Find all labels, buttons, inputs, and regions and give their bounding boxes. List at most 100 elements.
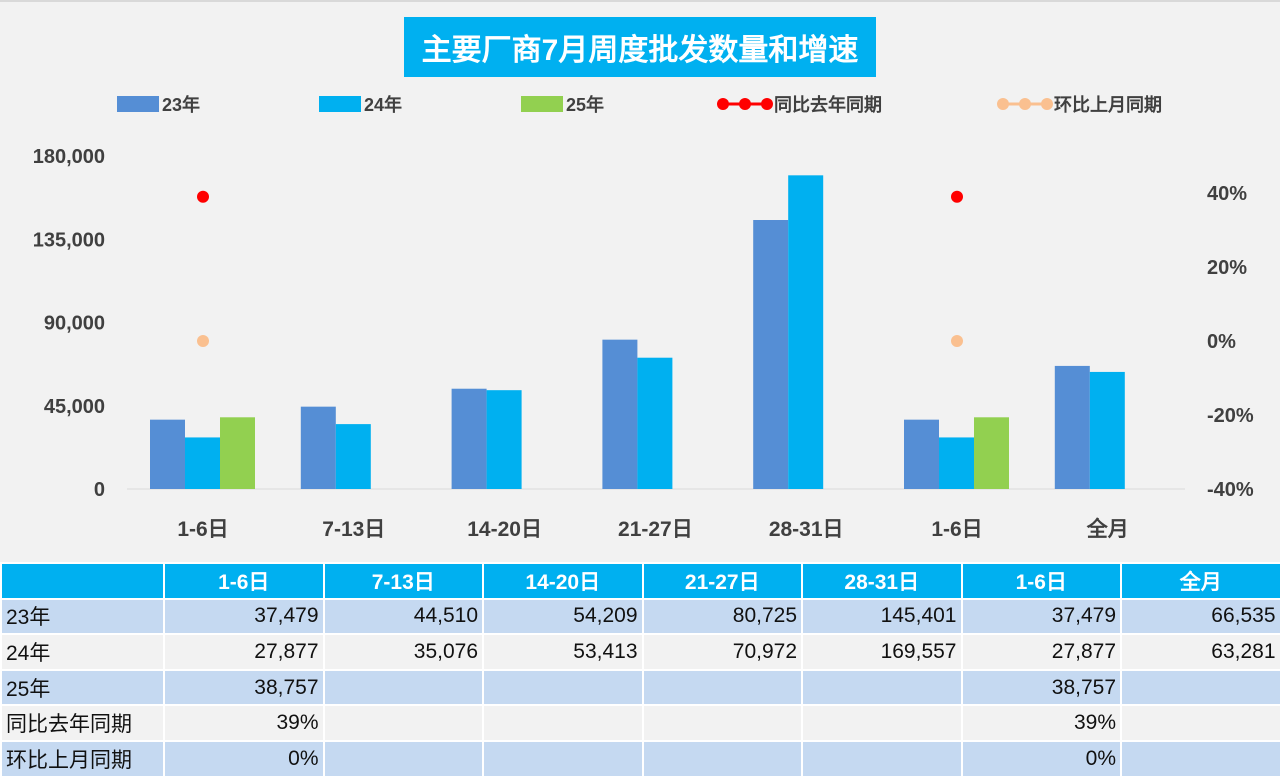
column-header: 14-20日 <box>482 562 644 600</box>
legend-item: 23年 <box>117 91 200 117</box>
table-cell <box>482 739 644 778</box>
table-cell: 37,479 <box>960 597 1122 636</box>
legend-item: 25年 <box>521 91 604 117</box>
row-label: 同比去年同期 <box>0 704 165 742</box>
legend-label: 25年 <box>566 95 605 115</box>
bar-23年 <box>300 406 336 489</box>
table-cell <box>1120 704 1280 742</box>
table-cell: 38,757 <box>163 668 325 707</box>
column-header: 21-27日 <box>641 562 803 600</box>
table-row: 25年 38,757 38,757 <box>0 668 1280 707</box>
row-label: 环比上月同期 <box>0 739 165 778</box>
x-tick-label: 7-13日 <box>322 518 385 541</box>
table-cell: 38,757 <box>960 668 1122 707</box>
x-tick-label: 1-6日 <box>931 518 982 541</box>
table-cell: 39% <box>163 704 325 742</box>
table-cell: 169,557 <box>801 633 963 671</box>
table-cell: 145,401 <box>801 597 963 636</box>
bar-25年 <box>974 417 1009 489</box>
table-cell: 54,209 <box>482 597 644 636</box>
bar-24年 <box>486 390 522 489</box>
bar-24年 <box>185 437 220 489</box>
table-row: 23年 37,479 44,510 54,209 80,725 145,401 37,479… <box>0 597 1280 636</box>
bar-23年 <box>150 419 185 489</box>
bar-23年 <box>753 220 789 489</box>
table-cell <box>1120 668 1280 707</box>
x-tick-label: 21-27日 <box>618 518 693 541</box>
column-header: 1-6日 <box>960 562 1122 600</box>
y-tick-label: 90,000 <box>44 313 105 335</box>
x-tick-label: 28-31日 <box>769 518 844 541</box>
table-cell <box>322 739 484 778</box>
y-tick-label: 135,000 <box>33 229 105 251</box>
table-cell: 80,725 <box>641 597 803 636</box>
y-tick-label: 180,000 <box>33 146 105 168</box>
chart-title: 主要厂商7月周度批发数量和增速 <box>404 17 876 77</box>
table-header-row: 1-6日 7-13日 14-20日 21-27日 28-31日 1-6日 全月 <box>0 562 1280 600</box>
column-header: 7-13日 <box>322 562 484 600</box>
column-header: 28-31日 <box>801 562 963 600</box>
row-label: 23年 <box>0 597 165 636</box>
bar-25年 <box>220 417 255 489</box>
bar-24年 <box>335 424 371 489</box>
row-label: 25年 <box>0 668 165 707</box>
x-tick-label: 全月 <box>1086 517 1129 541</box>
legend-label: 环比上月同期 <box>1054 95 1162 115</box>
bar-23年 <box>602 339 638 489</box>
bar-23年 <box>904 419 939 489</box>
bar-24年 <box>788 175 824 489</box>
table-cell: 27,877 <box>163 633 325 671</box>
table-cell <box>322 668 484 707</box>
bar-24年 <box>1089 371 1125 489</box>
x-tick-label: 14-20日 <box>467 518 542 541</box>
legend-swatch <box>117 96 159 112</box>
point-环比上月同期 <box>951 335 963 347</box>
legend-marker-icon <box>997 98 1053 110</box>
table-cell: 53,413 <box>482 633 644 671</box>
legend-swatch <box>319 96 361 112</box>
data-table: 1-6日 7-13日 14-20日 21-27日 28-31日 1-6日 全月 23年 37,4… <box>0 562 1280 778</box>
point-同比去年同期 <box>951 190 963 203</box>
table-cell: 39% <box>960 704 1122 742</box>
legend-marker-icon <box>717 98 773 110</box>
row-label: 24年 <box>0 633 165 671</box>
y2-tick-label: 40% <box>1207 183 1247 205</box>
table-cell <box>641 739 803 778</box>
table-row: 24年 27,877 35,076 53,413 70,972 169,557 27,877… <box>0 633 1280 671</box>
legend-item: 同比去年同期 <box>716 91 882 117</box>
legend-label: 23年 <box>162 95 201 115</box>
legend-label: 同比去年同期 <box>774 95 882 115</box>
y-tick-label: 45,000 <box>44 396 105 418</box>
legend-item: 24年 <box>319 91 402 117</box>
table-cell <box>482 668 644 707</box>
table-cell: 0% <box>960 739 1122 778</box>
table-cell: 70,972 <box>641 633 803 671</box>
table-cell: 37,479 <box>163 597 325 636</box>
legend-label: 24年 <box>364 95 403 115</box>
y2-tick-label: 0% <box>1207 331 1236 353</box>
chart-area: 主要厂商7月周度批发数量和增速 23年 24年 25年 同比去年同期 环比上月同期 0 4… <box>0 0 1280 541</box>
x-tick-label: 1-6日 <box>177 518 228 541</box>
column-header <box>0 562 165 600</box>
table-cell: 44,510 <box>322 597 484 636</box>
table-cell <box>801 704 963 742</box>
table-row: 环比上月同期 0% 0% <box>0 739 1280 778</box>
legend-swatch <box>521 96 563 112</box>
legend-item: 环比上月同期 <box>996 91 1162 117</box>
table-cell: 27,877 <box>960 633 1122 671</box>
y2-tick-label: 20% <box>1207 257 1247 279</box>
y2-tick-label: -40% <box>1207 479 1254 501</box>
point-同比去年同期 <box>197 190 209 203</box>
table-cell <box>641 668 803 707</box>
table-row: 同比去年同期 39% 39% <box>0 704 1280 742</box>
bar-24年 <box>637 357 673 489</box>
table-cell: 0% <box>163 739 325 778</box>
column-header: 1-6日 <box>163 562 325 600</box>
table-cell <box>482 704 644 742</box>
y2-tick-label: -20% <box>1207 405 1254 427</box>
column-header: 全月 <box>1120 562 1280 600</box>
table-cell: 35,076 <box>322 633 484 671</box>
bar-24年 <box>939 437 974 489</box>
table-cell <box>641 704 803 742</box>
chart-svg: 0 45,000 90,000 135,000 180,000 -40% -20% 0% 20%… <box>33 146 1254 541</box>
